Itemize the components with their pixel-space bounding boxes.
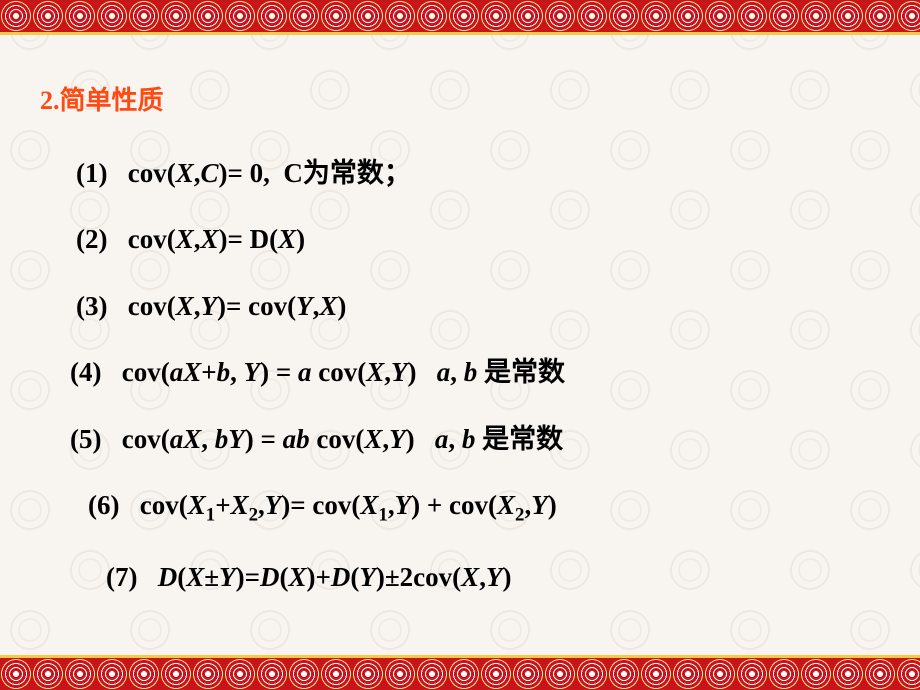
prop-tail: 是常数 [477,357,565,387]
prop-index: (3) [76,291,107,321]
prop-index: (7) [106,562,137,592]
content-area: 2.简单性质 (1) cov(X,C)= 0, C为常数； (2) cov(X,… [0,0,920,690]
prop-index: (4) [70,357,101,387]
property-2: (2) cov(X,X)= D(X) [70,223,900,255]
properties-list: (1) cov(X,C)= 0, C为常数； (2) cov(X,X)= D(X… [40,157,900,593]
slide: 2.简单性质 (1) cov(X,C)= 0, C为常数； (2) cov(X,… [0,0,920,690]
prop-tail: 是常数 [475,424,563,454]
property-5: (5) cov(aX, bY) = ab cov(X,Y) a, b 是常数 [70,423,900,455]
heading-number: 2. [40,86,60,115]
property-7: (7) D(X±Y)=D(X)+D(Y)±2cov(X,Y) [70,561,900,593]
prop-tail: 为常数； [303,158,411,188]
property-3: (3) cov(X,Y)= cov(Y,X) [70,290,900,322]
prop-index: (2) [76,224,107,254]
section-heading: 2.简单性质 [40,80,900,117]
property-1: (1) cov(X,C)= 0, C为常数； [70,157,900,189]
heading-title: 简单性质 [60,86,164,115]
prop-index: (5) [70,424,101,454]
prop-index: (1) [76,158,107,188]
prop-index: (6) [88,490,119,520]
property-4: (4) cov(aX+b, Y) = a cov(X,Y) a, b 是常数 [70,356,900,388]
property-6: (6) cov(X1+X2,Y)= cov(X1,Y) + cov(X2,Y) [70,489,900,527]
